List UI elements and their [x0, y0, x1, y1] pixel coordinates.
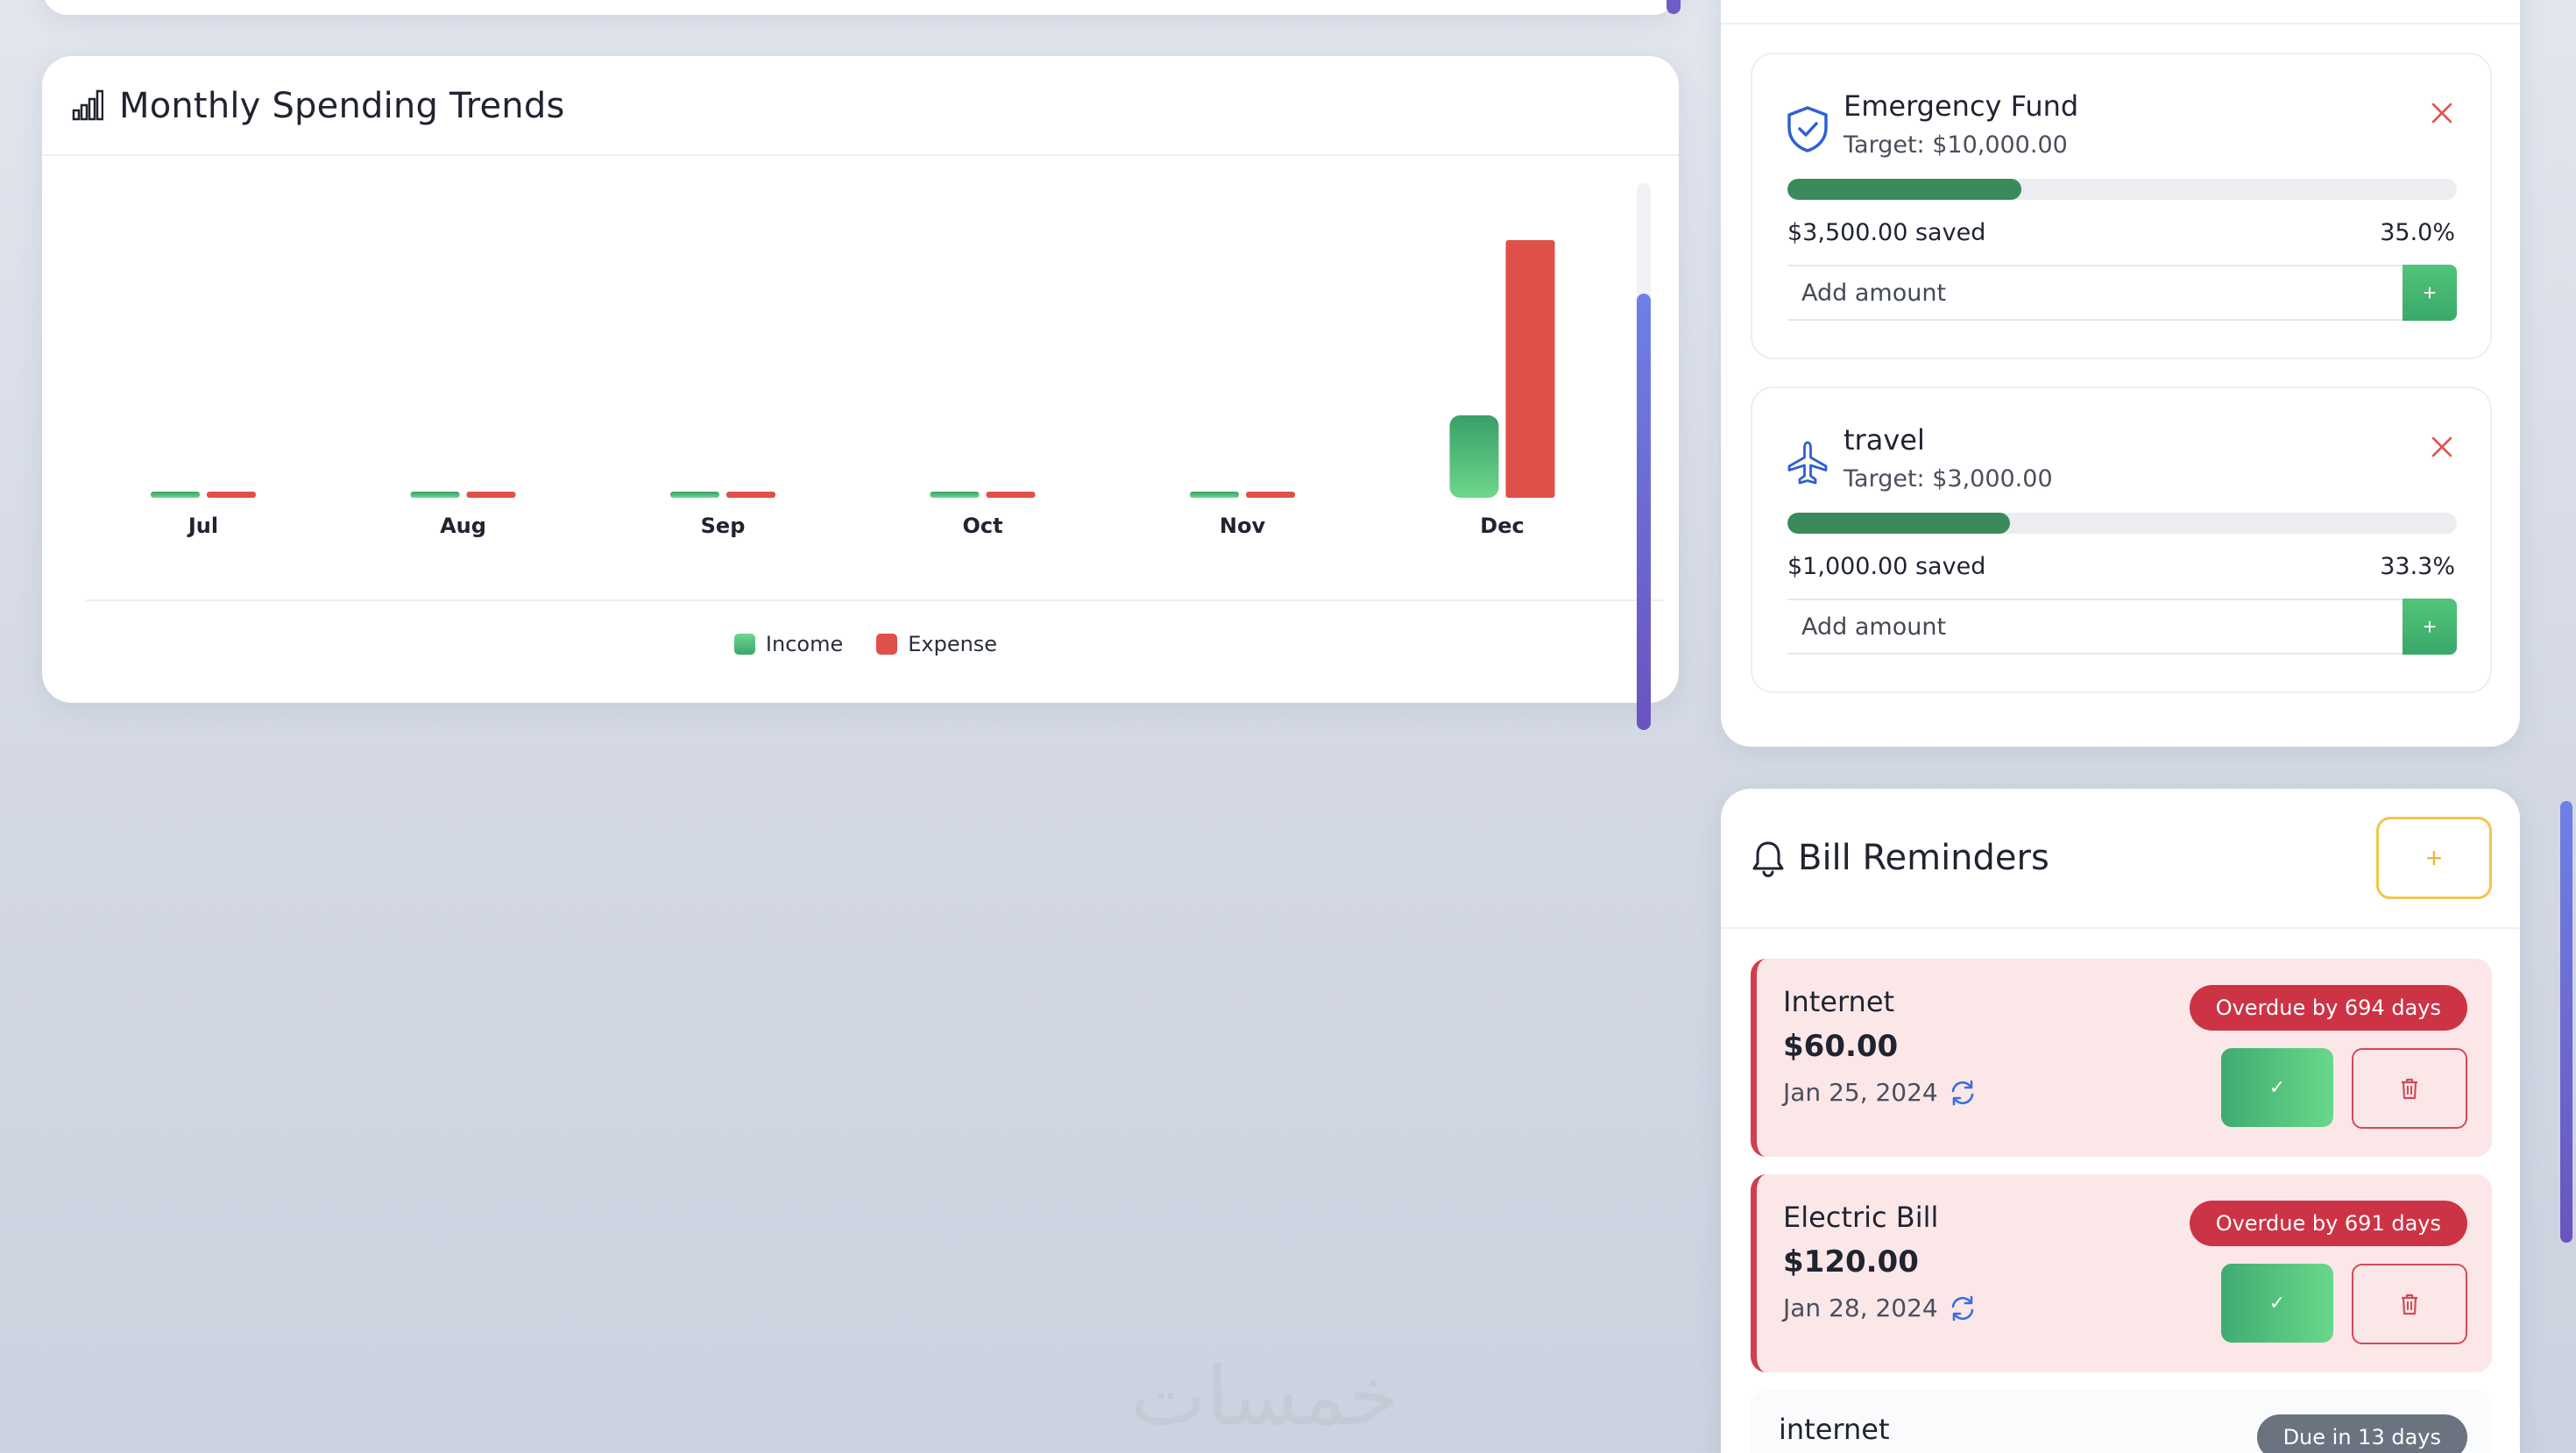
bar-income-dec[interactable] [1449, 415, 1499, 498]
previous-card-scrollbar[interactable] [1667, 0, 1681, 14]
bill-item: Electric Bill $120.00 Jan 28, 2024 Overd… [1751, 1174, 2492, 1372]
legend-label: Income [765, 632, 844, 656]
bill-name: internet [1779, 1413, 1890, 1446]
bill-name: Internet [1783, 985, 1895, 1018]
watermark: خمسات [1130, 1350, 1399, 1443]
goal-name: Emergency Fund [1844, 89, 2079, 123]
bill-item: internet Due in 13 days [1751, 1390, 2492, 1453]
bar-income-nov[interactable] [1190, 492, 1239, 498]
bill-amount: $60.00 [1783, 1029, 1899, 1064]
add-amount-input[interactable] [1787, 265, 2403, 321]
page-scrollbar-thumb[interactable] [2560, 801, 2572, 1243]
add-amount-button[interactable]: + [2403, 265, 2457, 321]
goal-name: travel [1844, 423, 1925, 457]
legend-item-expense[interactable]: Expense [876, 631, 997, 657]
goal-item: travel Target: $3,000.00 $1,000.00 saved… [1751, 386, 2492, 693]
x-tick-label: Oct [962, 514, 1002, 538]
add-bill-button[interactable]: + [2376, 817, 2492, 899]
goal-progress-fill [1787, 513, 2011, 534]
bar-income-aug[interactable] [410, 492, 460, 498]
legend-swatch-expense [876, 634, 898, 655]
legend-item-income[interactable]: Income [733, 631, 844, 657]
status-badge: Overdue by 691 days [2189, 1201, 2467, 1246]
bar-expense-aug[interactable] [466, 492, 516, 498]
chart-scrollbar-track[interactable] [1637, 183, 1651, 730]
delete-goal-button[interactable] [2427, 98, 2457, 128]
bill-due-date: Jan 25, 2024 [1783, 1078, 1938, 1107]
card-header-divider [1721, 23, 2520, 25]
bar-income-jul[interactable] [151, 492, 200, 498]
x-tick-label: Nov [1220, 514, 1266, 538]
close-icon [2431, 103, 2452, 124]
bar-income-sep[interactable] [670, 492, 719, 498]
bill-name: Electric Bill [1783, 1201, 1939, 1234]
x-tick-label: Dec [1480, 514, 1524, 538]
legend-swatch-income [733, 634, 755, 655]
mark-paid-button[interactable]: ✓ [2221, 1048, 2333, 1127]
delete-bill-button[interactable] [2352, 1048, 2467, 1129]
previous-card-bottom [42, 0, 1679, 15]
shield-icon [1787, 106, 1828, 152]
savings-goals-card: Emergency Fund Target: $10,000.00 $3,500… [1721, 0, 2520, 747]
chart-legend: Income Expense [42, 631, 1689, 657]
monthly-spending-trends-card: Monthly Spending Trends Jul Aug Sep Oct Nov D… [42, 56, 1679, 730]
card-header: Monthly Spending Trends [42, 56, 1679, 156]
bill-amount: $120.00 [1783, 1244, 1919, 1279]
goal-percent: 33.3% [2380, 553, 2455, 580]
goal-progress-bar [1787, 179, 2457, 200]
chart-scrollbar-thumb[interactable] [1637, 294, 1651, 730]
legend-label: Expense [908, 632, 998, 656]
card-title: Monthly Spending Trends [119, 86, 565, 126]
bill-item: Internet $60.00 Jan 25, 2024 Overdue by … [1751, 959, 2492, 1157]
trash-icon [2402, 1078, 2417, 1100]
status-badge: Due in 13 days [2256, 1414, 2467, 1453]
add-amount-button[interactable]: + [2403, 599, 2457, 655]
status-badge: Overdue by 694 days [2189, 985, 2467, 1031]
bar-expense-nov[interactable] [1246, 492, 1295, 498]
x-tick-label: Jul [187, 514, 218, 538]
bar-expense-oct[interactable] [986, 492, 1036, 498]
delete-bill-button[interactable] [2352, 1264, 2467, 1344]
airplane-icon [1787, 441, 1828, 485]
goal-percent: 35.0% [2380, 219, 2455, 246]
recurring-icon [1951, 1295, 1974, 1322]
bar-chart-icon [72, 89, 103, 121]
bell-icon [1752, 841, 1784, 878]
x-tick-label: Sep [701, 514, 746, 538]
close-icon [2431, 436, 2452, 457]
add-amount-input[interactable] [1787, 599, 2403, 655]
goal-saved-amount: $3,500.00 saved [1787, 219, 1986, 246]
x-tick-label: Aug [440, 514, 486, 538]
bill-reminders-card: Bill Reminders + Internet $60.00 Jan 25,… [1721, 789, 2520, 1453]
bar-expense-sep[interactable] [726, 492, 775, 498]
recurring-icon [1951, 1080, 1974, 1106]
card-title: Bill Reminders [1798, 838, 2049, 878]
bar-expense-jul[interactable] [207, 492, 256, 498]
trash-icon [2402, 1294, 2417, 1315]
bar-expense-dec[interactable] [1505, 240, 1555, 498]
delete-goal-button[interactable] [2427, 432, 2457, 462]
goal-target: Target: $10,000.00 [1844, 131, 2068, 159]
chart-divider [86, 599, 1663, 601]
bill-due-date: Jan 28, 2024 [1783, 1294, 1938, 1322]
goal-target: Target: $3,000.00 [1844, 465, 2053, 493]
goal-item: Emergency Fund Target: $10,000.00 $3,500… [1751, 53, 2492, 359]
spending-bar-chart: Jul Aug Sep Oct Nov Dec [151, 240, 1555, 538]
goal-progress-bar [1787, 513, 2457, 534]
bar-income-oct[interactable] [930, 492, 980, 498]
goal-progress-fill [1787, 179, 2022, 200]
card-header: Bill Reminders + [1721, 789, 2520, 929]
mark-paid-button[interactable]: ✓ [2221, 1264, 2333, 1343]
goal-saved-amount: $1,000.00 saved [1787, 553, 1986, 580]
